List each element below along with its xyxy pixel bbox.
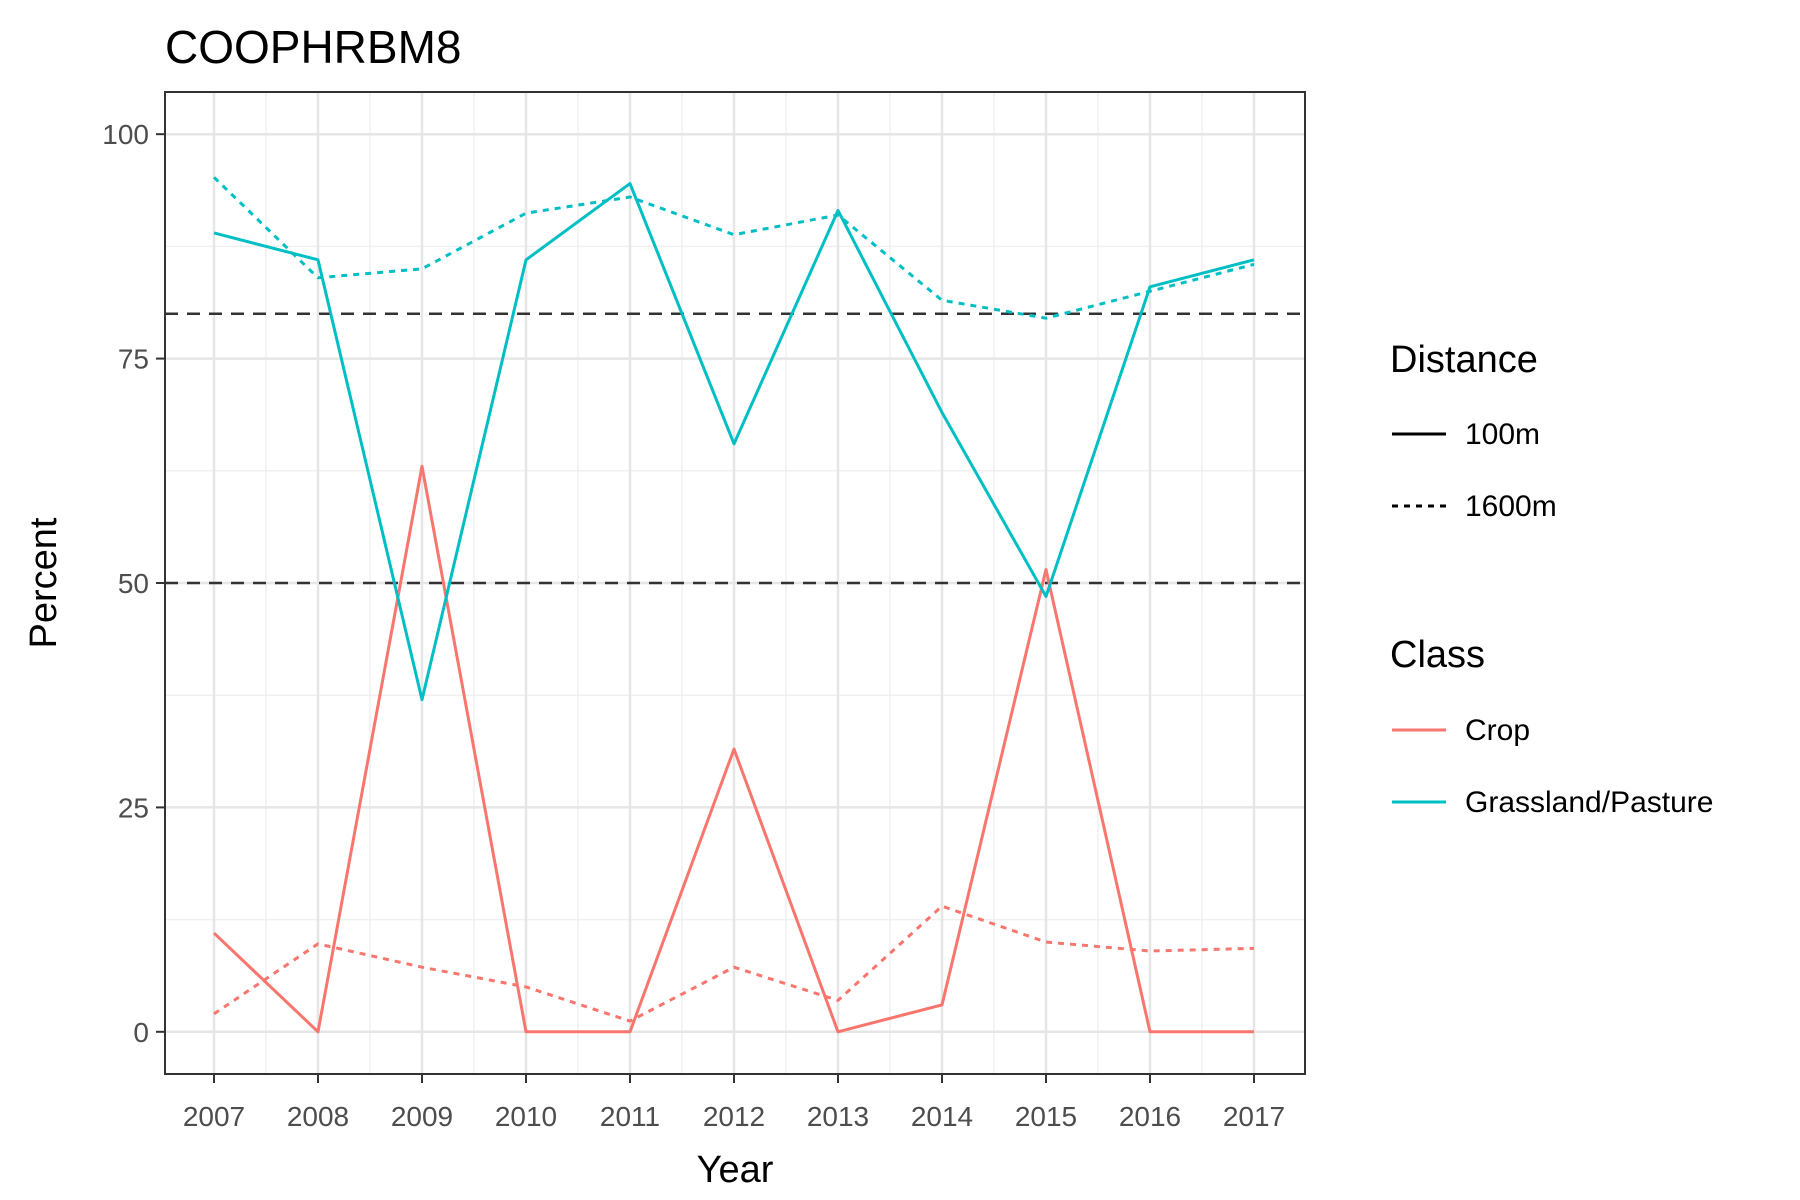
x-axis: 2007 2008 2009 2010 2011 2012 2013 2014 2015 2016… — [183, 1074, 1285, 1132]
y-tick-label: 50 — [118, 568, 149, 599]
series-line-grassland-pasture-1600m — [212, 176, 1255, 320]
y-axis-title: Percent — [23, 517, 65, 648]
y-tick-label: 100 — [102, 119, 149, 150]
y-tick-label: 25 — [118, 792, 149, 823]
x-tick-label: 2009 — [391, 1101, 453, 1132]
x-tick-label: 2007 — [183, 1101, 245, 1132]
reference-lines — [165, 312, 1305, 585]
legend-label: Crop — [1465, 714, 1530, 747]
x-tick-label: 2016 — [1119, 1101, 1181, 1132]
legend-title: Class — [1390, 634, 1485, 676]
x-tick-label: 2010 — [495, 1101, 557, 1132]
legend-label: 100m — [1465, 418, 1540, 451]
series-line-crop-1600m — [213, 904, 1255, 1023]
x-tick-label: 2008 — [287, 1101, 349, 1132]
x-axis-title: Year — [697, 1149, 774, 1191]
x-tick-label: 2014 — [911, 1101, 973, 1132]
x-tick-label: 2013 — [807, 1101, 869, 1132]
legend-label: 1600m — [1465, 490, 1557, 523]
y-tick-label: 0 — [133, 1017, 149, 1048]
x-tick-label: 2017 — [1223, 1101, 1285, 1132]
series-line-crop-100m — [212, 464, 1254, 1034]
y-axis: 0 25 50 75 100 — [102, 119, 165, 1048]
y-tick-label: 75 — [118, 344, 149, 375]
legend: Distance 100m 1600m Class Crop Grassland/Past… — [1390, 339, 1713, 819]
x-tick-label: 2012 — [703, 1101, 765, 1132]
series-lines — [212, 176, 1255, 1034]
legend-label: Grassland/Pasture — [1465, 786, 1713, 819]
x-tick-label: 2015 — [1015, 1101, 1077, 1132]
series-line-grassland-pasture-100m — [213, 182, 1255, 702]
chart-title: COOPHRBM8 — [165, 21, 461, 73]
legend-title: Distance — [1390, 339, 1538, 381]
x-tick-label: 2011 — [600, 1101, 660, 1132]
